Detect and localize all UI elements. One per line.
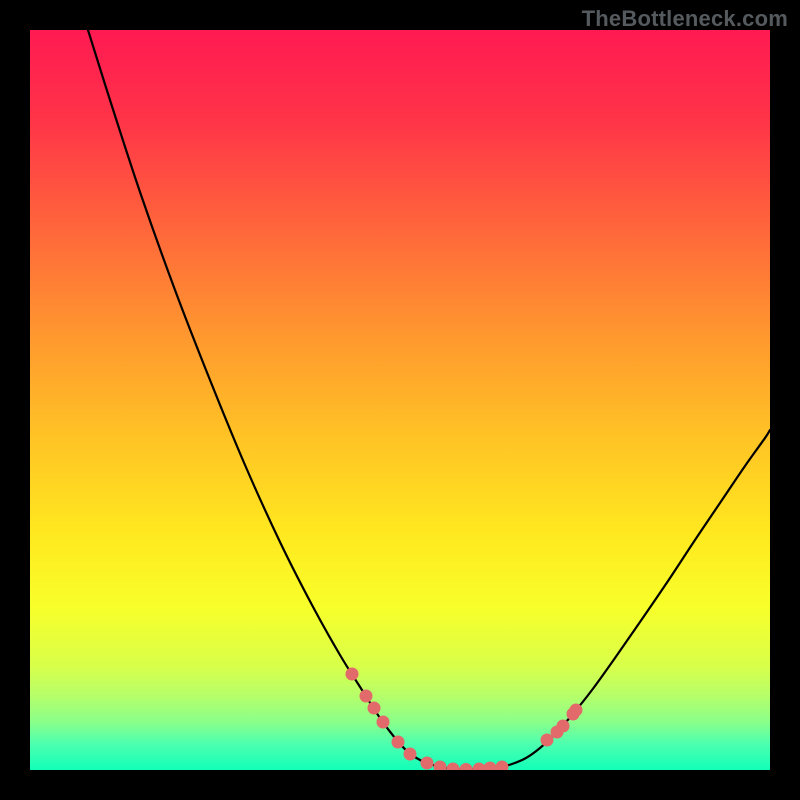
marker-dot xyxy=(360,690,373,703)
marker-dot xyxy=(557,720,570,733)
marker-dot xyxy=(484,762,497,771)
marker-dot xyxy=(473,763,486,771)
marker-dot xyxy=(346,668,359,681)
curve-right xyxy=(466,430,770,770)
marker-dot xyxy=(392,736,405,749)
marker-dot xyxy=(377,716,390,729)
marker-dot xyxy=(460,763,473,770)
curve-layer xyxy=(30,30,770,770)
plot-area xyxy=(30,30,770,770)
curve-left xyxy=(88,30,466,770)
marker-dot xyxy=(368,702,381,715)
marker-dot xyxy=(434,761,447,771)
marker-dot xyxy=(570,704,583,717)
marker-dot xyxy=(404,748,417,761)
marker-dot xyxy=(496,761,509,771)
watermark-text: TheBottleneck.com xyxy=(582,6,788,32)
marker-dot xyxy=(447,763,460,771)
marker-dot xyxy=(421,757,434,770)
chart-frame: TheBottleneck.com xyxy=(0,0,800,800)
marker-group xyxy=(346,668,583,771)
